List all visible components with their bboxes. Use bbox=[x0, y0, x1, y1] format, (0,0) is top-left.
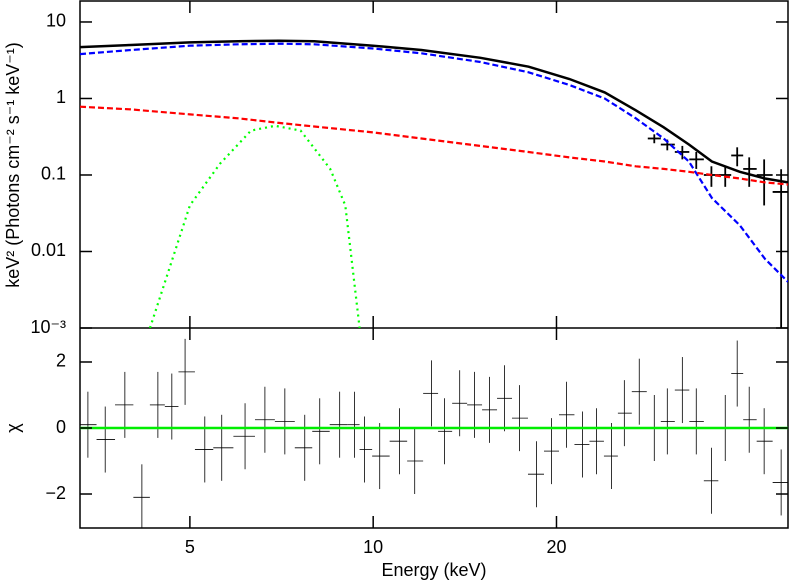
y-tick-label: 10⁻³ bbox=[30, 317, 66, 337]
x-tick-label: 20 bbox=[546, 537, 566, 557]
y-axis-label: keV² (Photons cm⁻² s⁻¹ keV⁻¹) bbox=[3, 42, 23, 288]
y-tick-label: 0 bbox=[56, 417, 66, 437]
y-tick-label: 2 bbox=[56, 351, 66, 371]
frame bbox=[79, 0, 789, 529]
y-tick-label: 10 bbox=[46, 11, 66, 31]
x-tick-label: 5 bbox=[185, 537, 195, 557]
top-panel bbox=[80, 39, 788, 328]
y-tick-label: 1 bbox=[56, 87, 66, 107]
model-line bbox=[148, 124, 361, 328]
y-axis-label: χ bbox=[3, 423, 23, 433]
y-tick-label: 0.1 bbox=[41, 164, 66, 184]
x-tick-label: 10 bbox=[363, 537, 383, 557]
y-tick-label: 0.01 bbox=[31, 240, 66, 260]
y-tick-label: −2 bbox=[45, 483, 66, 503]
model-line bbox=[80, 39, 788, 184]
residual-panel bbox=[80, 338, 788, 528]
x-axis-label: Energy (keV) bbox=[381, 560, 486, 580]
model-line bbox=[80, 42, 788, 283]
model-line bbox=[80, 105, 788, 186]
